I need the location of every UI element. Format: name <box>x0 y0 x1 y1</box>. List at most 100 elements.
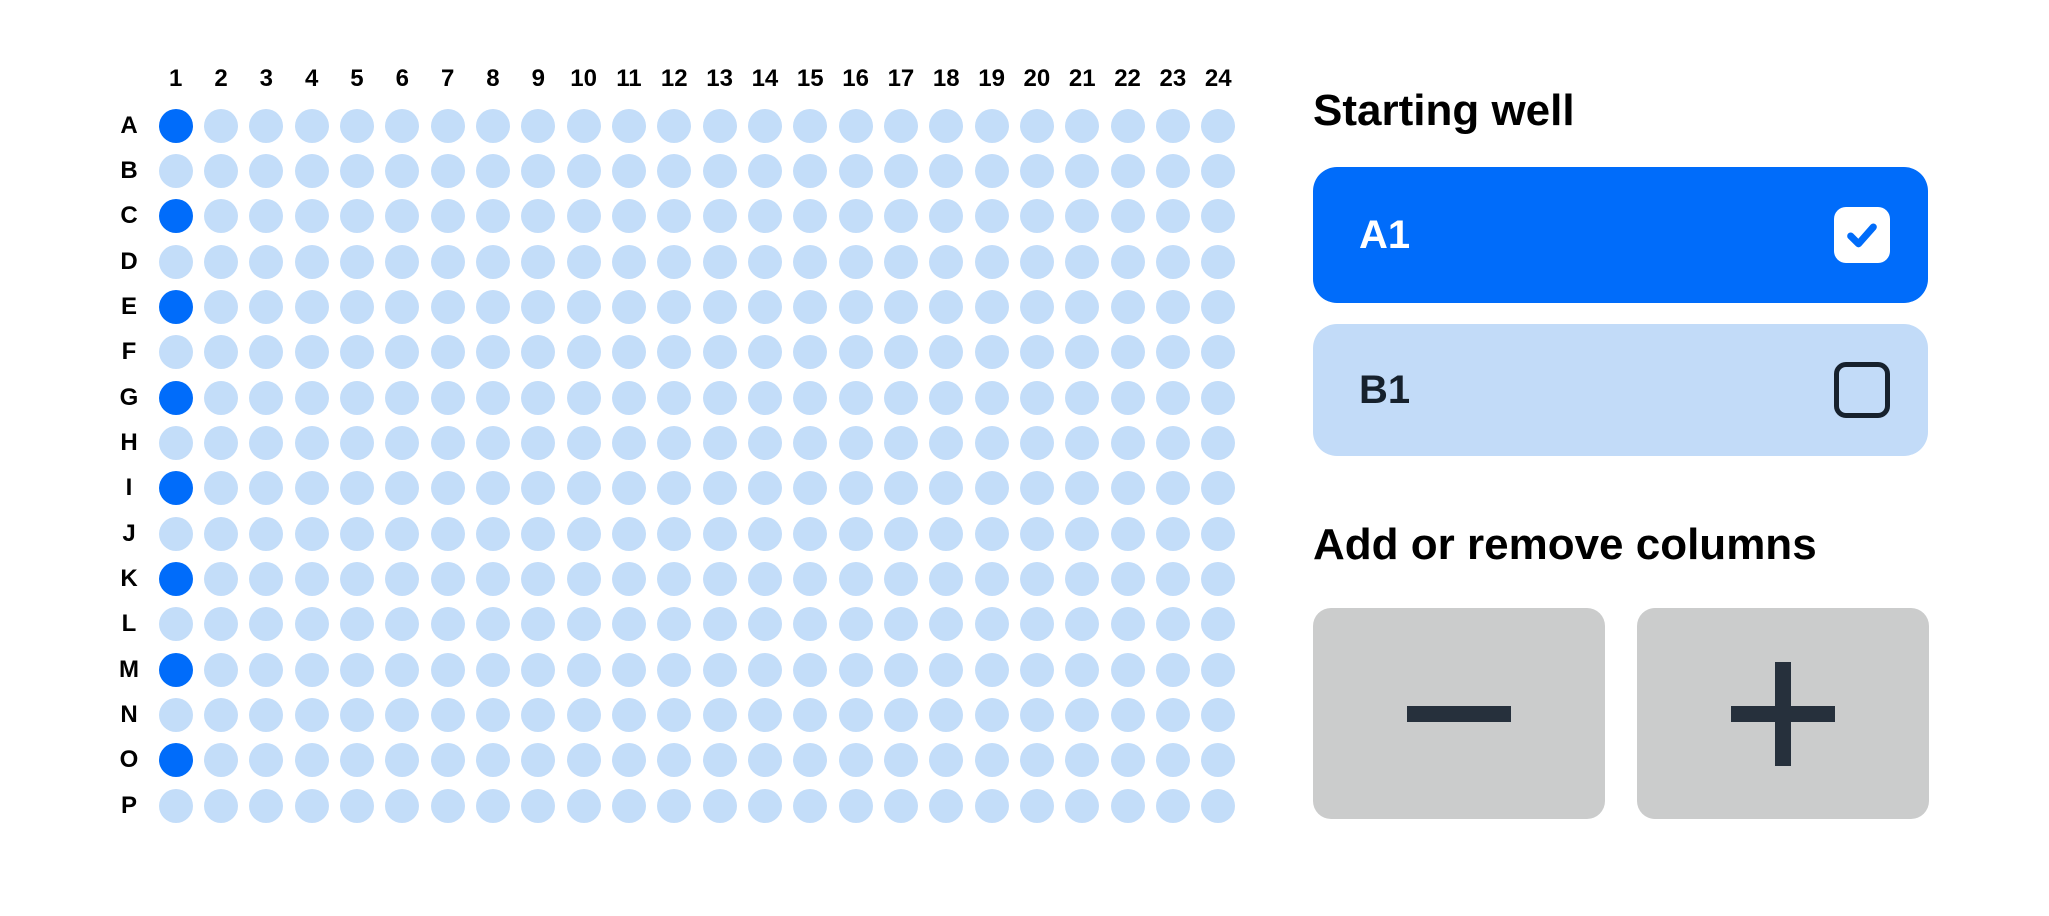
well-J9[interactable] <box>521 516 556 551</box>
well-O21[interactable] <box>1065 743 1100 778</box>
well-N1[interactable] <box>158 697 193 732</box>
well-F24[interactable] <box>1201 335 1236 370</box>
well-M23[interactable] <box>1155 652 1190 687</box>
well-L13[interactable] <box>702 607 737 642</box>
well-A24[interactable] <box>1201 108 1236 143</box>
well-G9[interactable] <box>521 380 556 415</box>
well-B12[interactable] <box>657 153 692 188</box>
well-A12[interactable] <box>657 108 692 143</box>
well-E12[interactable] <box>657 289 692 324</box>
starting-well-option-b1[interactable]: B1 <box>1313 324 1928 456</box>
well-C5[interactable] <box>339 199 374 234</box>
well-K12[interactable] <box>657 561 692 596</box>
well-E10[interactable] <box>566 289 601 324</box>
well-I4[interactable] <box>294 471 329 506</box>
well-A1[interactable] <box>158 108 193 143</box>
well-F23[interactable] <box>1155 335 1190 370</box>
well-H9[interactable] <box>521 425 556 460</box>
well-G10[interactable] <box>566 380 601 415</box>
well-M1[interactable] <box>158 652 193 687</box>
well-B15[interactable] <box>793 153 828 188</box>
well-I16[interactable] <box>838 471 873 506</box>
well-N3[interactable] <box>249 697 284 732</box>
well-G8[interactable] <box>475 380 510 415</box>
well-N13[interactable] <box>702 697 737 732</box>
well-L17[interactable] <box>883 607 918 642</box>
well-G15[interactable] <box>793 380 828 415</box>
well-P15[interactable] <box>793 788 828 823</box>
well-P8[interactable] <box>475 788 510 823</box>
well-I19[interactable] <box>974 471 1009 506</box>
well-I7[interactable] <box>430 471 465 506</box>
well-D19[interactable] <box>974 244 1009 279</box>
well-G13[interactable] <box>702 380 737 415</box>
well-P11[interactable] <box>611 788 646 823</box>
well-H14[interactable] <box>747 425 782 460</box>
well-N23[interactable] <box>1155 697 1190 732</box>
well-N8[interactable] <box>475 697 510 732</box>
well-D23[interactable] <box>1155 244 1190 279</box>
well-F17[interactable] <box>883 335 918 370</box>
well-L14[interactable] <box>747 607 782 642</box>
well-D17[interactable] <box>883 244 918 279</box>
well-B13[interactable] <box>702 153 737 188</box>
well-P4[interactable] <box>294 788 329 823</box>
well-B10[interactable] <box>566 153 601 188</box>
well-F18[interactable] <box>929 335 964 370</box>
well-D9[interactable] <box>521 244 556 279</box>
well-K8[interactable] <box>475 561 510 596</box>
well-N15[interactable] <box>793 697 828 732</box>
well-I15[interactable] <box>793 471 828 506</box>
well-E6[interactable] <box>385 289 420 324</box>
well-H12[interactable] <box>657 425 692 460</box>
well-K4[interactable] <box>294 561 329 596</box>
well-I22[interactable] <box>1110 471 1145 506</box>
well-F9[interactable] <box>521 335 556 370</box>
well-A22[interactable] <box>1110 108 1145 143</box>
well-E18[interactable] <box>929 289 964 324</box>
well-D11[interactable] <box>611 244 646 279</box>
well-K24[interactable] <box>1201 561 1236 596</box>
well-D22[interactable] <box>1110 244 1145 279</box>
well-L10[interactable] <box>566 607 601 642</box>
well-F4[interactable] <box>294 335 329 370</box>
well-C13[interactable] <box>702 199 737 234</box>
well-C7[interactable] <box>430 199 465 234</box>
well-G7[interactable] <box>430 380 465 415</box>
well-B3[interactable] <box>249 153 284 188</box>
well-I20[interactable] <box>1019 471 1054 506</box>
well-P2[interactable] <box>203 788 238 823</box>
well-M6[interactable] <box>385 652 420 687</box>
well-I6[interactable] <box>385 471 420 506</box>
well-O12[interactable] <box>657 743 692 778</box>
well-B14[interactable] <box>747 153 782 188</box>
well-K18[interactable] <box>929 561 964 596</box>
well-G5[interactable] <box>339 380 374 415</box>
well-L7[interactable] <box>430 607 465 642</box>
well-F14[interactable] <box>747 335 782 370</box>
well-D13[interactable] <box>702 244 737 279</box>
well-F13[interactable] <box>702 335 737 370</box>
well-C16[interactable] <box>838 199 873 234</box>
well-E22[interactable] <box>1110 289 1145 324</box>
well-B6[interactable] <box>385 153 420 188</box>
well-K13[interactable] <box>702 561 737 596</box>
well-G18[interactable] <box>929 380 964 415</box>
well-N2[interactable] <box>203 697 238 732</box>
well-M20[interactable] <box>1019 652 1054 687</box>
well-J21[interactable] <box>1065 516 1100 551</box>
well-B19[interactable] <box>974 153 1009 188</box>
well-J7[interactable] <box>430 516 465 551</box>
well-P20[interactable] <box>1019 788 1054 823</box>
well-O16[interactable] <box>838 743 873 778</box>
well-L3[interactable] <box>249 607 284 642</box>
well-H22[interactable] <box>1110 425 1145 460</box>
well-C10[interactable] <box>566 199 601 234</box>
well-F15[interactable] <box>793 335 828 370</box>
well-K5[interactable] <box>339 561 374 596</box>
well-L22[interactable] <box>1110 607 1145 642</box>
well-F6[interactable] <box>385 335 420 370</box>
well-H18[interactable] <box>929 425 964 460</box>
well-D24[interactable] <box>1201 244 1236 279</box>
well-D6[interactable] <box>385 244 420 279</box>
